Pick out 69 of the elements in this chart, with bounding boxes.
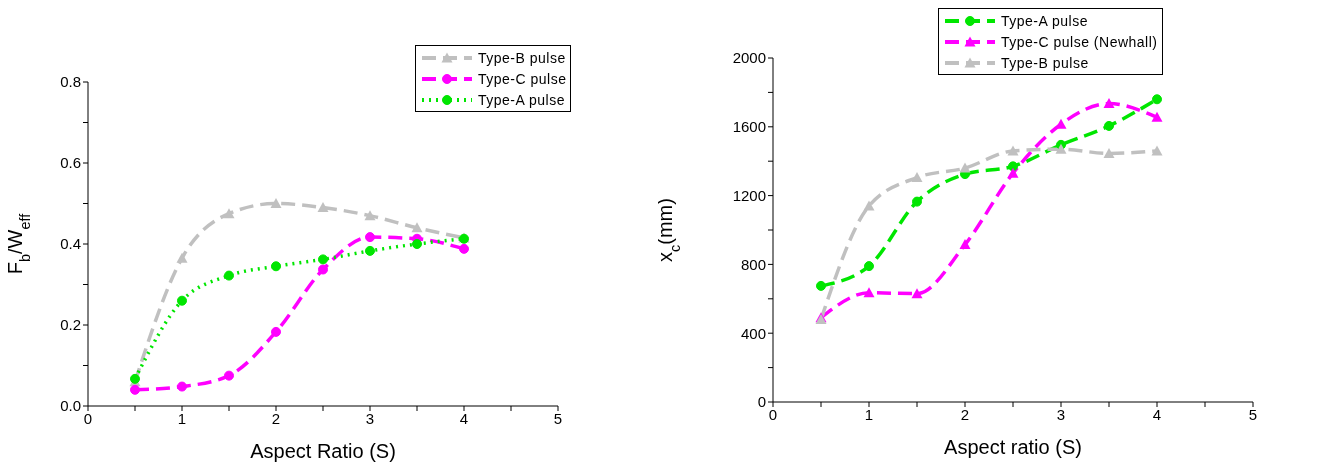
point — [364, 210, 376, 221]
point — [271, 326, 281, 337]
legend-label: Type-A pulse — [1001, 12, 1088, 29]
point — [816, 280, 826, 291]
point — [411, 222, 423, 233]
point — [1007, 145, 1019, 156]
point — [365, 245, 375, 256]
y-tick-label: 800 — [740, 255, 766, 273]
legend-label: Type-B pulse — [478, 49, 566, 66]
point — [177, 381, 187, 392]
legend-label: Type-A pulse — [478, 91, 565, 108]
point — [224, 270, 234, 281]
x-tick-label: 4 — [459, 409, 469, 427]
point — [317, 202, 329, 213]
y-tick-label: 1600 — [732, 118, 766, 136]
point — [177, 295, 187, 306]
x-tick-label: 5 — [1248, 405, 1258, 423]
point — [911, 288, 923, 299]
point — [270, 198, 282, 208]
x-tick-label: 2 — [960, 405, 970, 423]
y-tick-label: 0.4 — [60, 235, 81, 253]
point — [130, 384, 140, 395]
x-tick-label: 3 — [1056, 405, 1066, 423]
point — [1104, 120, 1114, 131]
y-tick-label: 400 — [740, 324, 766, 342]
point — [412, 239, 422, 249]
point — [959, 239, 971, 250]
x-tick-label: 0 — [83, 409, 93, 427]
point — [1151, 145, 1163, 156]
point — [864, 261, 874, 272]
point — [1151, 111, 1163, 122]
point — [1007, 167, 1019, 178]
y-tick-label: 0 — [757, 393, 766, 411]
point — [863, 287, 875, 298]
y-tick-label: 0.2 — [60, 316, 81, 334]
x-axis-title: Aspect Ratio (S) — [250, 440, 396, 462]
y-tick-label: 2000 — [732, 49, 766, 67]
point — [1055, 143, 1067, 154]
x-tick-label: 4 — [1152, 405, 1162, 423]
point — [318, 254, 328, 265]
x-tick-label: 1 — [177, 409, 187, 427]
legend-label: Type-B pulse — [1001, 54, 1089, 71]
point — [912, 196, 922, 207]
point — [459, 243, 469, 254]
y-tick-label: 0.6 — [60, 154, 81, 172]
x-tick-label: 1 — [864, 405, 874, 423]
point — [176, 252, 188, 263]
y-tick-label: 0.8 — [60, 73, 81, 91]
point — [863, 200, 875, 211]
x-tick-label: 2 — [271, 409, 281, 427]
x-axis-title: Aspect ratio (S) — [944, 436, 1082, 458]
point — [365, 232, 375, 243]
point — [911, 172, 923, 183]
point — [1008, 161, 1018, 172]
y-tick-label: 1200 — [732, 186, 766, 204]
point — [223, 208, 235, 219]
x-tick-label: 0 — [768, 405, 778, 423]
x-tick-label: 5 — [553, 409, 563, 427]
point — [1103, 98, 1115, 109]
point — [271, 261, 281, 272]
legend-label: Type-C pulse (Newhall) — [1001, 33, 1158, 50]
point — [1152, 94, 1162, 105]
point — [224, 370, 234, 381]
point — [318, 264, 328, 275]
point — [959, 162, 971, 173]
x-tick-label: 3 — [365, 409, 375, 427]
point — [1103, 147, 1115, 158]
legend-label: Type-C pulse — [478, 70, 567, 87]
y-tick-label: 0.0 — [60, 397, 81, 415]
